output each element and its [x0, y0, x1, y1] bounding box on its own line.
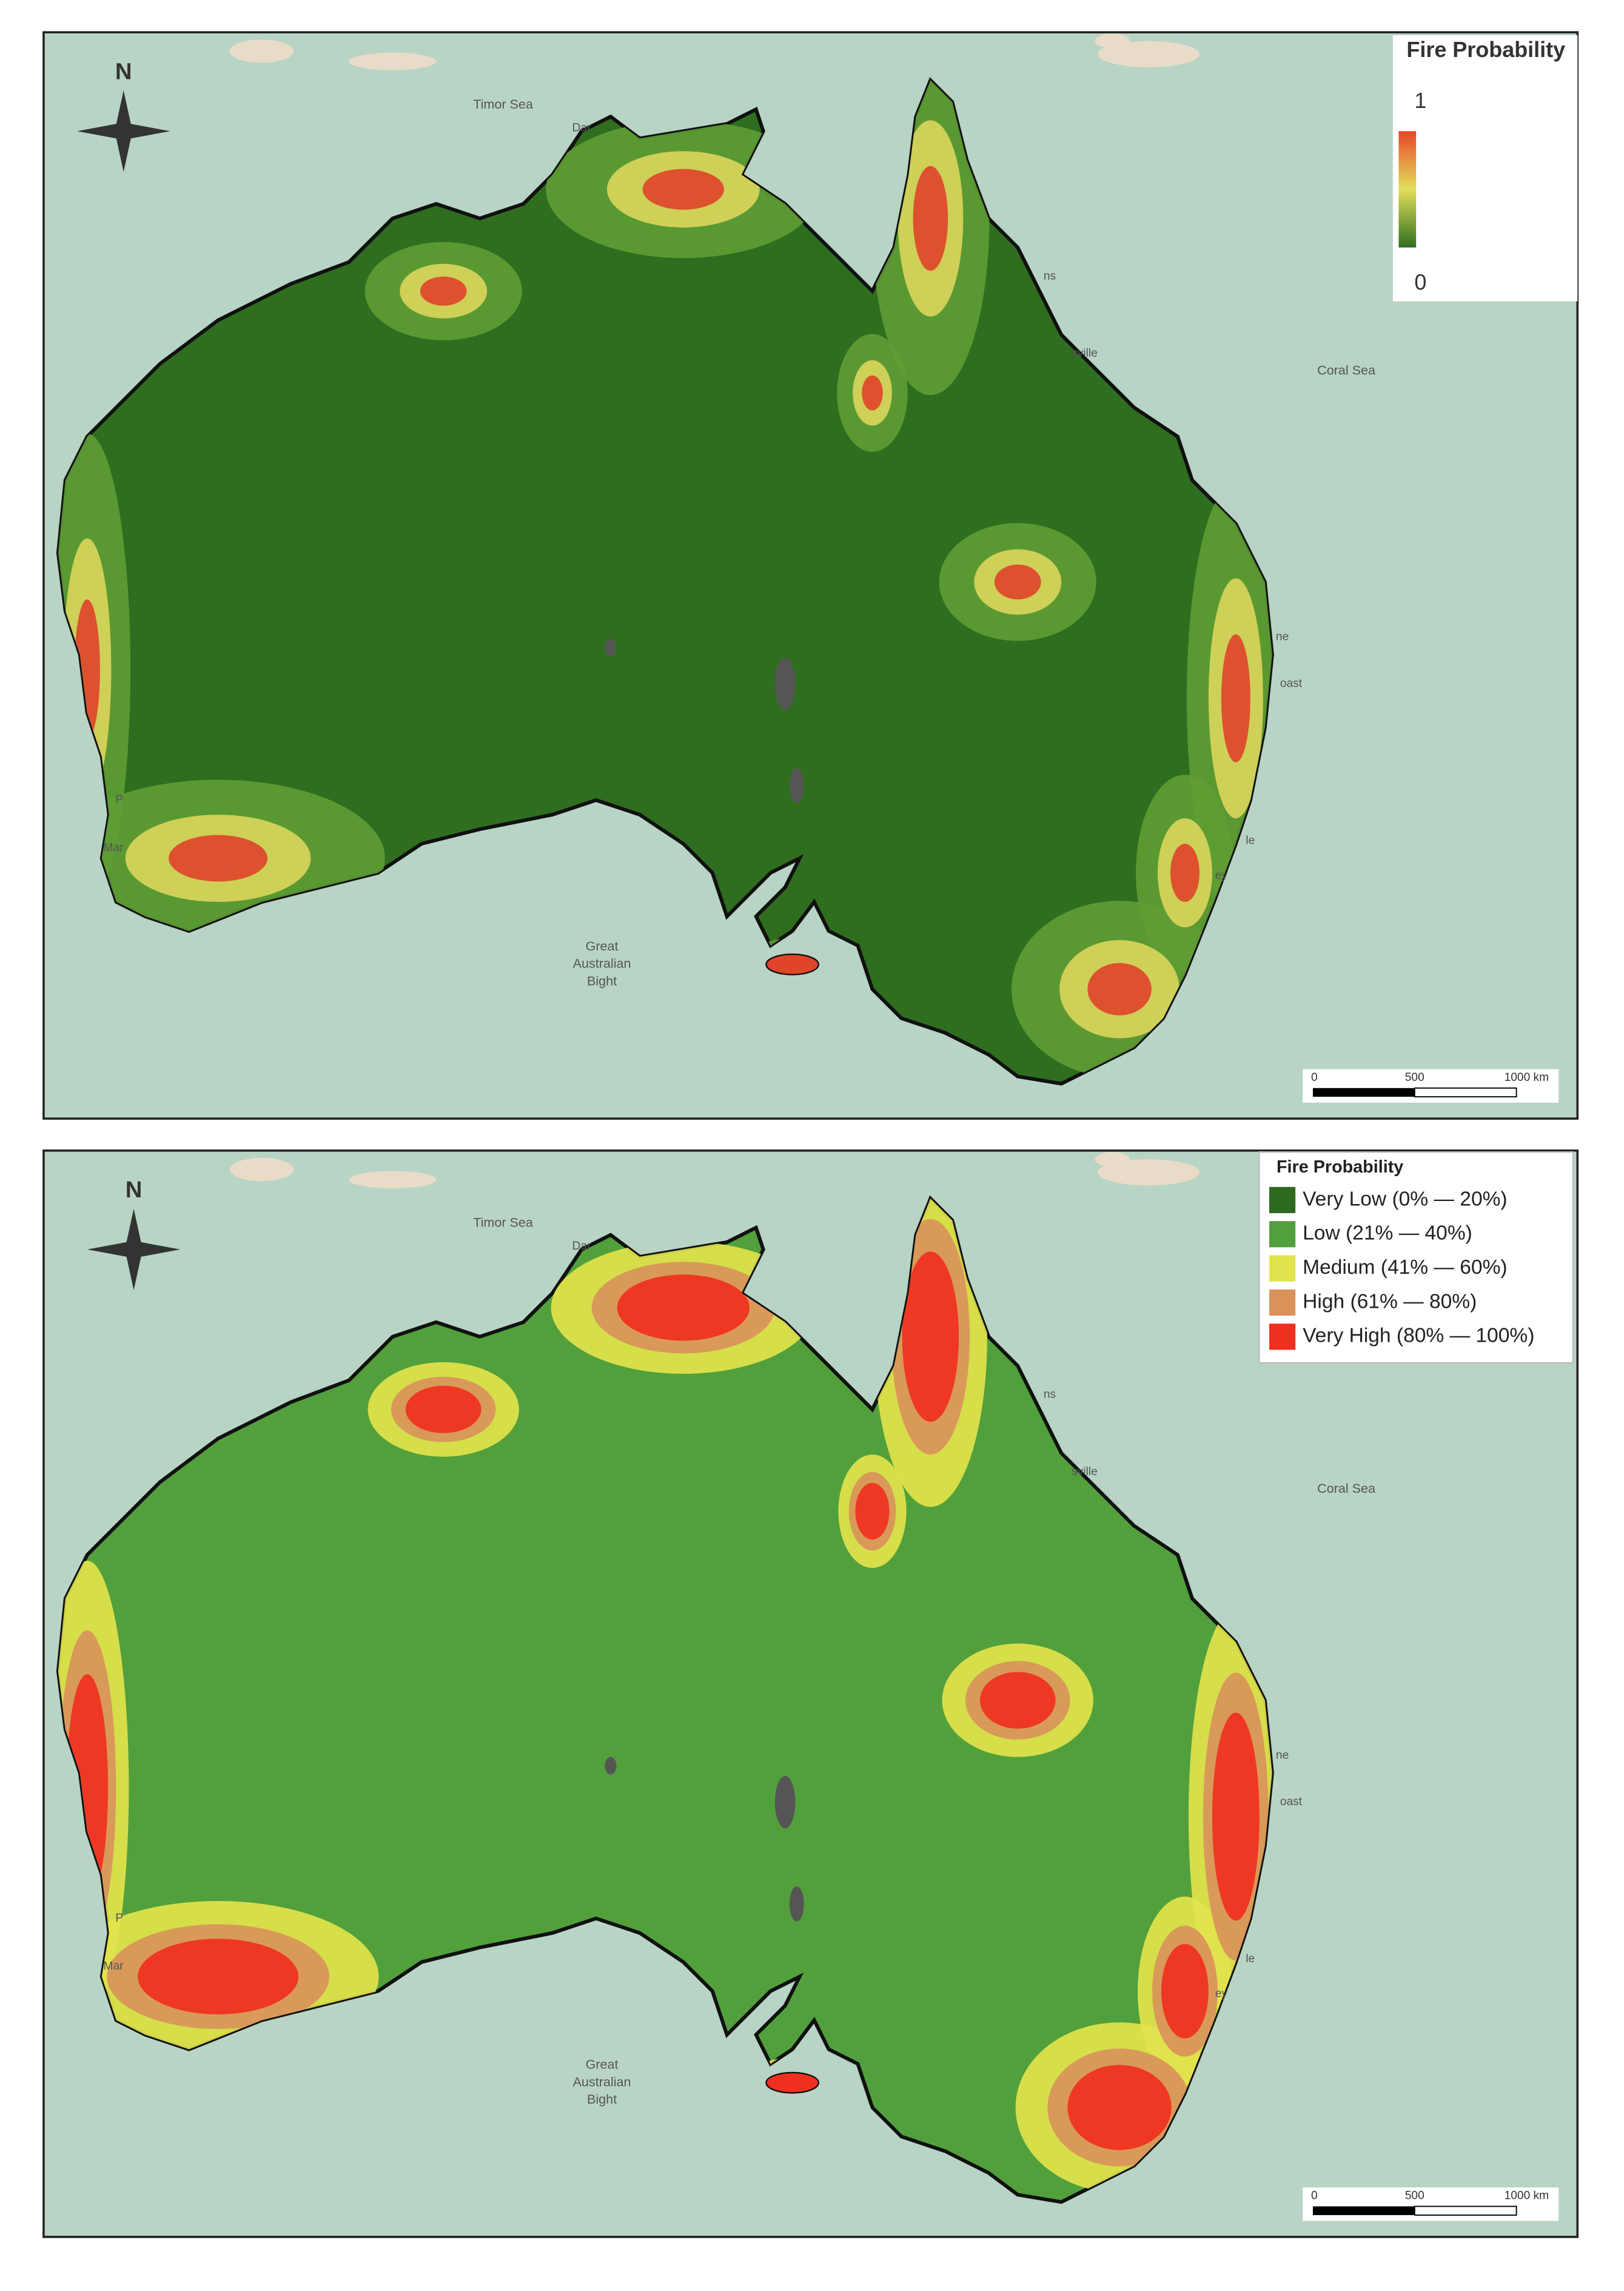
legend-box — [1258, 1151, 1574, 1364]
island — [1095, 1152, 1130, 1167]
place-label: sville — [1072, 1465, 1098, 1478]
legend-label: Very High (80% — 100%) — [1303, 1325, 1534, 1347]
legend-swatch — [1269, 1186, 1296, 1213]
place-label: ns — [1044, 1388, 1056, 1401]
bight-label: Bight — [587, 973, 617, 988]
compass — [87, 1208, 181, 1291]
legend-swatch — [1269, 1255, 1296, 1282]
tasmania — [765, 954, 819, 975]
place-label: Dar — [572, 1240, 591, 1253]
scale-label: 500 — [1405, 2190, 1424, 2202]
legend-label: Low (21% — 40%) — [1303, 1222, 1472, 1245]
legend-swatch — [1269, 1324, 1296, 1350]
place-label: P — [115, 1912, 123, 1925]
fire-zone — [855, 1482, 890, 1540]
map-panel: Timor Sea Coral Sea Great Australian Bight Da… — [42, 31, 1579, 1120]
legend-swatch — [1269, 1221, 1296, 1248]
scale-label: 1000 km — [1505, 2190, 1549, 2202]
lake — [789, 1886, 804, 1922]
fire-zone — [169, 835, 268, 882]
place-label: le — [1246, 834, 1255, 847]
lake — [789, 768, 804, 803]
place-label: P — [115, 793, 123, 806]
fire-zone — [1067, 2065, 1172, 2150]
bight-label: Australian — [573, 2074, 631, 2089]
place-label: ey — [1215, 869, 1228, 882]
place-label: oast — [1280, 677, 1303, 690]
bight-label: Australian — [573, 956, 631, 971]
scale-label: 0 — [1311, 2190, 1318, 2202]
sea-label: Timor Sea — [473, 96, 533, 112]
legend-gradient-bar — [1398, 131, 1417, 248]
legend-label: High (61% — 80%) — [1303, 1290, 1477, 1313]
tasmania — [765, 2071, 819, 2094]
lake — [774, 658, 796, 710]
legend-title: Fire Probability — [1277, 1157, 1403, 1177]
place-label: Mar — [104, 1960, 124, 1973]
fire-zone — [1161, 1943, 1209, 2039]
island — [1098, 1159, 1200, 1186]
fire-zone — [902, 1251, 959, 1422]
fire-zone — [1087, 963, 1152, 1015]
fire-zone — [1212, 1712, 1260, 1921]
lake — [605, 638, 617, 656]
place-label: oast — [1280, 1795, 1303, 1808]
legend-title: Fire Probability — [1406, 37, 1565, 62]
place-label: ey — [1215, 1988, 1228, 2000]
fire-zone — [642, 169, 724, 210]
fire-zone — [994, 564, 1041, 600]
legend-swatch — [1269, 1289, 1296, 1316]
scale-bar — [1414, 2205, 1517, 2216]
fire-zone — [913, 166, 948, 271]
place-label: Mar — [104, 841, 124, 854]
island — [229, 39, 294, 63]
bight-label: Bight — [587, 2091, 617, 2107]
lake — [774, 1775, 796, 1829]
fire-zone — [979, 1672, 1056, 1729]
scale-bar — [1312, 2206, 1415, 2215]
scale-bar — [1312, 1088, 1415, 1097]
fire-zone — [1170, 844, 1200, 902]
fire-zone — [405, 1385, 481, 1433]
scale-bar — [1414, 1087, 1517, 1098]
scale-label: 500 — [1405, 1071, 1424, 1084]
scale-label: 0 — [1311, 1071, 1318, 1084]
fire-zone — [617, 1274, 750, 1341]
fire-zone — [1221, 634, 1250, 762]
legend-box — [1392, 35, 1578, 301]
island — [1098, 41, 1200, 67]
place-label: Dar — [572, 122, 591, 135]
map-panel: Timor Sea Coral Sea Great Australian Bight Da… — [42, 1149, 1579, 2238]
place-label: le — [1246, 1953, 1255, 1965]
bight-label: Great — [586, 2057, 619, 2072]
place-label: ne — [1276, 631, 1289, 644]
place-label: ns — [1044, 270, 1056, 283]
fire-zone — [138, 1939, 299, 2015]
fire-zone — [862, 375, 883, 411]
island — [349, 52, 437, 70]
sea-label: Coral Sea — [1317, 1481, 1375, 1496]
island — [1095, 33, 1130, 49]
compass-north: N — [115, 58, 132, 84]
legend-max: 1 — [1414, 88, 1426, 113]
scale-label: 1000 km — [1505, 1071, 1549, 1084]
fire-zone — [420, 276, 467, 306]
legend-label: Medium (41% — 60%) — [1303, 1256, 1507, 1279]
bight-label: Great — [586, 938, 619, 954]
place-label: sville — [1072, 347, 1098, 360]
sea-label: Coral Sea — [1317, 363, 1375, 378]
island — [349, 1171, 437, 1189]
lake — [605, 1757, 617, 1775]
sea-label: Timor Sea — [473, 1214, 533, 1230]
compass-north: N — [126, 1177, 143, 1203]
fire-overlay — [58, 1199, 1272, 2193]
legend-label: Very Low (0% — 20%) — [1303, 1188, 1507, 1210]
island — [229, 1157, 294, 1182]
legend-min: 0 — [1414, 269, 1426, 294]
place-label: ne — [1276, 1749, 1289, 1761]
compass — [77, 90, 170, 172]
